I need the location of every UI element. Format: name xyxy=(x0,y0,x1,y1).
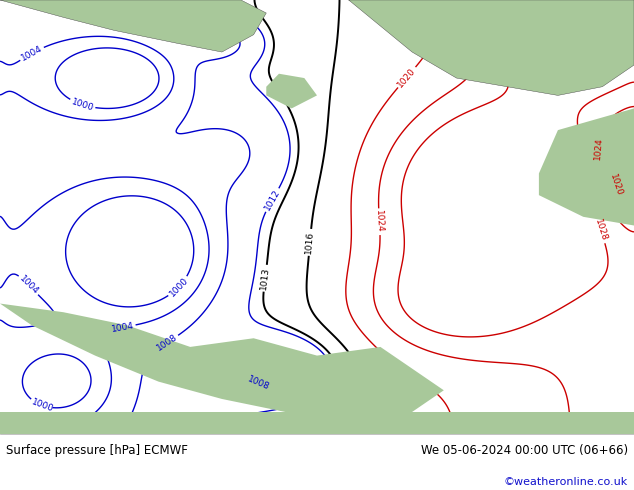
Polygon shape xyxy=(539,108,634,225)
Text: 1024: 1024 xyxy=(374,210,385,233)
Text: ©weatheronline.co.uk: ©weatheronline.co.uk xyxy=(503,477,628,487)
Text: 1008: 1008 xyxy=(155,333,179,353)
Text: 1004: 1004 xyxy=(20,44,44,63)
Text: Surface pressure [hPa] ECMWF: Surface pressure [hPa] ECMWF xyxy=(6,444,188,457)
Text: 1012: 1012 xyxy=(262,188,281,212)
Polygon shape xyxy=(0,412,634,434)
Text: 1000: 1000 xyxy=(30,397,55,414)
Text: 1000: 1000 xyxy=(167,275,190,298)
Text: 1024: 1024 xyxy=(593,137,604,161)
Polygon shape xyxy=(0,0,266,52)
Text: 1016: 1016 xyxy=(304,230,316,254)
Text: 1020: 1020 xyxy=(608,172,624,197)
Polygon shape xyxy=(0,304,444,434)
Text: 1020: 1020 xyxy=(396,66,418,89)
Text: 1000: 1000 xyxy=(70,97,95,113)
Text: We 05-06-2024 00:00 UTC (06+66): We 05-06-2024 00:00 UTC (06+66) xyxy=(420,444,628,457)
Text: 1008: 1008 xyxy=(246,375,271,392)
Polygon shape xyxy=(266,74,317,108)
Text: 1028: 1028 xyxy=(593,218,609,243)
Polygon shape xyxy=(349,0,634,96)
Text: 1013: 1013 xyxy=(259,266,271,290)
Text: 1004: 1004 xyxy=(110,321,134,334)
Text: 1004: 1004 xyxy=(17,274,40,296)
